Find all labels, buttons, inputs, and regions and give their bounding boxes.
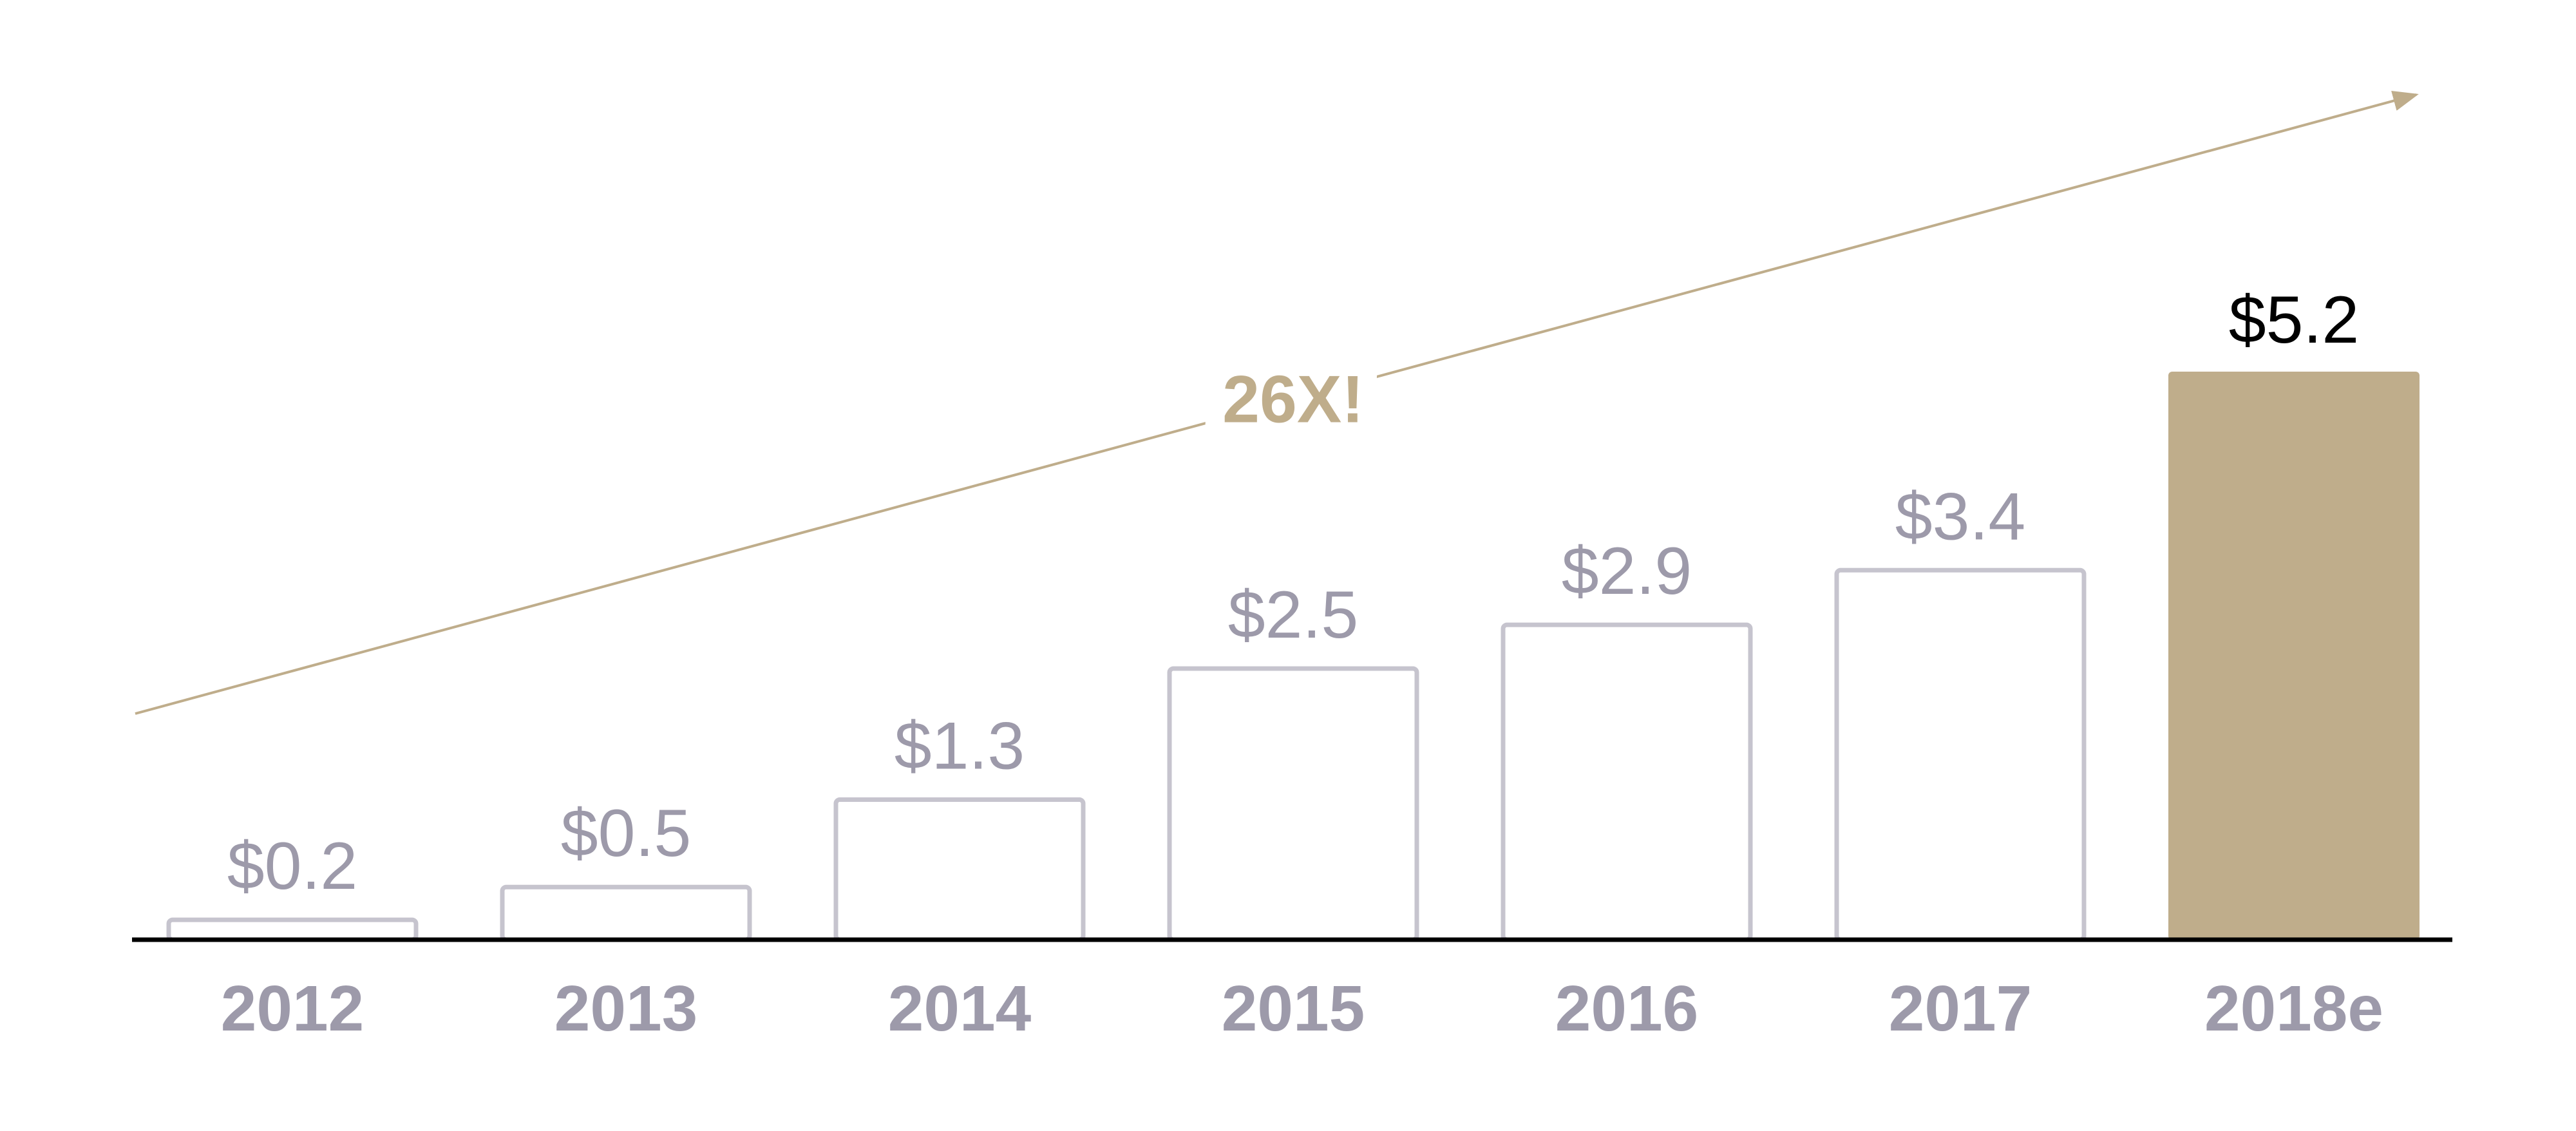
annotation: 26X! [1222, 362, 1364, 437]
trend-arrow [135, 90, 2419, 715]
bar [2168, 372, 2420, 940]
value-label: $1.3 [895, 709, 1025, 784]
bar [1501, 622, 1753, 942]
value-label: $3.4 [1895, 479, 2025, 554]
x-tick-label: 2015 [1222, 973, 1365, 1045]
bar [166, 917, 419, 942]
value-label: $2.5 [1228, 578, 1358, 652]
value-label: $0.2 [227, 829, 357, 904]
bar [833, 797, 1086, 942]
x-tick-label: 2012 [221, 973, 364, 1045]
x-tick-label: 2013 [554, 973, 697, 1045]
value-label: $5.2 [2229, 283, 2359, 357]
bar [1834, 567, 2087, 942]
value-label: $2.9 [1562, 534, 1692, 609]
value-label: $0.5 [561, 796, 691, 871]
bar [500, 884, 752, 942]
x-tick-label: 2014 [888, 973, 1032, 1045]
bar [1167, 666, 1419, 942]
x-tick-label: 2017 [1889, 973, 2032, 1045]
x-tick-label: 2016 [1555, 973, 1698, 1045]
x-tick-label: 2018e [2204, 973, 2383, 1045]
